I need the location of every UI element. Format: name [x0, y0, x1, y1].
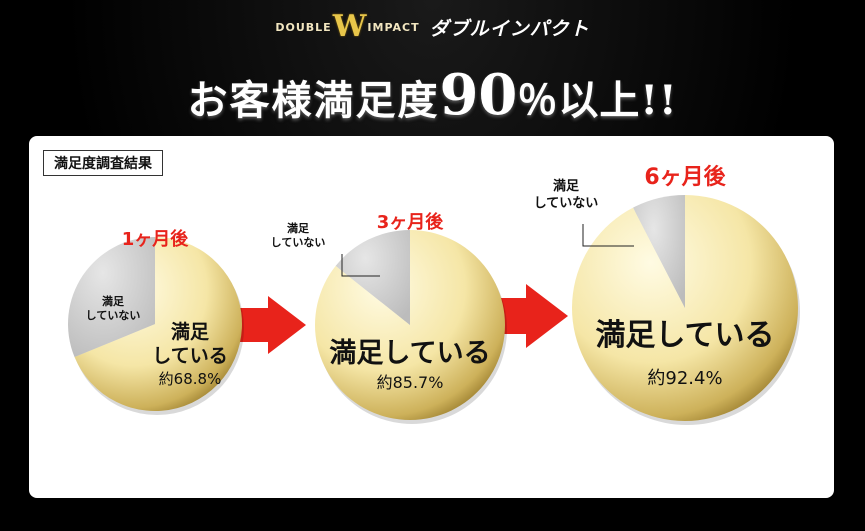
pie-2-label-satisfied: 満足している [329, 338, 490, 369]
pie-3-title: 6ヶ月後 [644, 164, 726, 190]
brand-w-mark: W [332, 9, 367, 44]
pie-3-value-label: 約92.4% [647, 368, 722, 389]
arrow-1 [222, 296, 306, 354]
pie-3-label-satisfied: 満足している [595, 318, 774, 353]
pie-1-label-unsatisfied-line1: 満足 [102, 294, 125, 308]
brand-impact: IMPACT [367, 20, 420, 34]
pie-2-value-label: 約85.7% [377, 373, 444, 392]
pie-2-slice-satisfied [315, 230, 506, 421]
pie-1-value-label: 約68.8% [159, 370, 222, 388]
headline-prefix: お客様満足度 [187, 77, 440, 124]
brand-double: DOUBLE [275, 20, 332, 34]
pie-2-label-unsatisfied-line1: 満足 [287, 221, 310, 235]
pie-1-label-satisfied-line1: 満足 [171, 321, 210, 343]
headline: お客様満足度90％以上!! [0, 62, 865, 128]
pie-3-label-unsatisfied-line1: 満足 [553, 178, 580, 194]
pie-1-title: 1ヶ月後 [122, 228, 190, 250]
pie-2-title: 3ヶ月後 [377, 211, 445, 233]
pie-3-slice-satisfied [572, 195, 799, 421]
pie-1-slice-satisfied [74, 237, 242, 411]
arrow-2 [488, 284, 568, 348]
pie-2-leader-line [341, 254, 380, 277]
pie-3-slice-unsatisfied [633, 195, 685, 308]
brand-logo: DOUBLEWIMPACT ダブルインパクト [0, 12, 865, 42]
panel-title: 満足度調査結果 [43, 150, 163, 176]
pie-1-label-unsatisfied-line2: していない [86, 309, 141, 322]
pie-1-slice-unsatisfied [68, 237, 155, 358]
pie-2-label-unsatisfied-line2: していない [271, 236, 326, 249]
pie-3-label-unsatisfied-line2: していない [534, 196, 599, 211]
headline-suffix: ％以上!! [517, 77, 678, 124]
headline-number: 90 [439, 62, 518, 128]
brand-name-ja: ダブルインパクト [429, 17, 590, 40]
pie-2-slice-unsatisfied [335, 230, 410, 325]
pie-3-leader-line [582, 224, 634, 247]
pie-1-label-satisfied-line2: している [152, 345, 227, 367]
